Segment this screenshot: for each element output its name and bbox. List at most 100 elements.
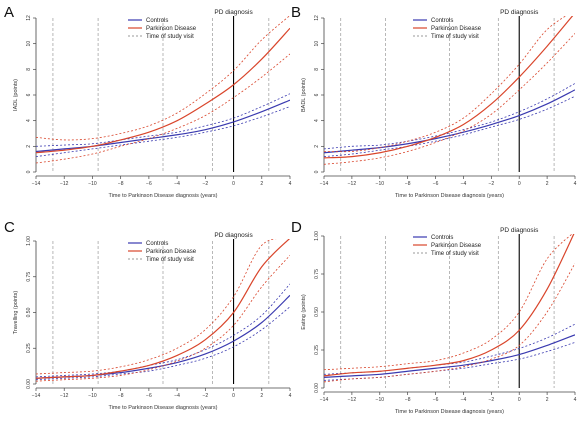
y-tick-label: 4 — [314, 119, 320, 122]
ci-upper-pd — [324, 16, 567, 153]
ci-upper-pd — [36, 16, 290, 141]
x-tick-label: −8 — [118, 393, 124, 399]
x-tick-label: −14 — [320, 397, 329, 403]
y-tick-label: 0.25 — [314, 345, 320, 355]
legend-label-visit: Time of study visit — [146, 34, 194, 40]
panel-c: C 0.00 0.25 0.50 0.75 1.00 −14 −12 −10 −8 −6 −4 −2 0 2… — [4, 219, 292, 411]
x-tick-label: −10 — [88, 181, 97, 187]
x-tick-label: −4 — [174, 393, 180, 399]
series-line-controls — [36, 99, 290, 153]
x-tick-label: −8 — [405, 181, 411, 187]
panel-b: B 0 2 4 6 8 10 12 −14 −12 −10 −8 −6 −4 −2 0 2 4 Time to Pa… — [291, 4, 577, 199]
y-tick-label: 6 — [26, 93, 32, 96]
y-tick-label: 0 — [314, 170, 320, 173]
ci-lower-controls — [324, 342, 575, 381]
x-tick-label: −14 — [32, 393, 41, 399]
series-line-controls — [324, 89, 575, 154]
x-tick-label: −6 — [146, 393, 152, 399]
y-tick-label: 10 — [314, 41, 320, 47]
legend-label-pd: Parkinson Disease — [431, 243, 482, 249]
x-tick-label: 4 — [574, 397, 577, 403]
y-tick-label: 8 — [314, 68, 320, 71]
x-tick-label: −12 — [60, 181, 69, 187]
series-line-pd — [324, 16, 574, 159]
ci-lower-pd — [324, 263, 575, 383]
y-tick-label: 0.00 — [314, 383, 320, 393]
x-tick-label: 2 — [260, 181, 263, 187]
x-tick-label: −14 — [32, 181, 41, 187]
panel-letter: D — [291, 219, 302, 236]
x-tick-label: −10 — [376, 397, 385, 403]
x-tick-label: 0 — [232, 181, 235, 187]
series-group — [36, 239, 290, 382]
ci-lower-controls — [36, 106, 290, 157]
y-axis-label: Travelling (points) — [13, 291, 19, 335]
y-tick-label: 1.00 — [314, 231, 320, 241]
ci-upper-pd — [36, 239, 277, 375]
series-group — [36, 16, 290, 164]
x-tick-label: −12 — [60, 393, 69, 399]
ci-upper-controls — [324, 83, 575, 150]
y-tick-label: 2 — [314, 145, 320, 148]
panel-letter: B — [291, 4, 301, 21]
y-tick-label: 12 — [26, 15, 32, 21]
x-tick-label: −10 — [88, 393, 97, 399]
ci-lower-pd — [324, 33, 575, 165]
legend-label-controls: Controls — [146, 241, 168, 247]
ci-lower-pd — [36, 255, 290, 382]
y-tick-label: 10 — [26, 41, 32, 47]
legend-label-visit: Time of study visit — [431, 34, 479, 40]
series-line-pd — [324, 234, 575, 377]
pd-diagnosis-label: PD diagnosis — [214, 232, 253, 239]
x-axis-label: Time to Parkinson Disease diagnosis (yea… — [395, 193, 504, 199]
panel-letter: C — [4, 219, 15, 236]
x-tick-label: −12 — [348, 397, 357, 403]
legend-label-controls: Controls — [431, 235, 453, 241]
legend: Controls Parkinson Disease Time of study v… — [128, 241, 197, 263]
series-line-controls — [324, 334, 575, 378]
series-group — [324, 16, 575, 165]
y-tick-label: 0.75 — [26, 272, 32, 282]
x-tick-label: 2 — [546, 397, 549, 403]
legend-label-pd: Parkinson Disease — [431, 26, 482, 32]
x-tick-label: −12 — [348, 181, 357, 187]
panel-a: A 0 2 4 6 8 10 12 −14 −12 −10 −8 −6 −4 −2 0 2 4 Time to Pa… — [4, 4, 292, 199]
legend-label-visit: Time of study visit — [146, 257, 194, 263]
x-tick-label: 2 — [260, 393, 263, 399]
x-tick-label: 0 — [518, 397, 521, 403]
x-tick-label: 0 — [518, 181, 521, 187]
pd-diagnosis-label: PD diagnosis — [500, 9, 539, 16]
y-tick-label: 2 — [26, 145, 32, 148]
panel-letter: A — [4, 4, 14, 21]
x-axis-label: Time to Parkinson Disease diagnosis (yea… — [109, 405, 218, 411]
legend-label-visit: Time of study visit — [431, 251, 479, 257]
ci-upper-controls — [36, 283, 290, 378]
legend-label-pd: Parkinson Disease — [146, 249, 197, 255]
y-tick-label: 0.00 — [26, 379, 32, 389]
x-axis-label: Time to Parkinson Disease diagnosis (yea… — [395, 409, 504, 415]
x-tick-label: −4 — [174, 181, 180, 187]
y-tick-label: 1.00 — [26, 236, 32, 246]
y-tick-label: 0.75 — [314, 269, 320, 279]
legend-label-controls: Controls — [431, 18, 453, 24]
x-tick-label: −8 — [118, 181, 124, 187]
series-line-pd — [36, 27, 290, 154]
y-tick-label: 0 — [26, 170, 32, 173]
legend: Controls Parkinson Disease Time of study v… — [413, 235, 482, 257]
pd-diagnosis-label: PD diagnosis — [214, 9, 253, 16]
x-tick-label: −4 — [461, 397, 467, 403]
y-tick-label: 0.50 — [314, 307, 320, 317]
x-tick-label: −4 — [461, 181, 467, 187]
series-line-pd — [36, 239, 290, 379]
x-tick-label: −6 — [146, 181, 152, 187]
y-tick-label: 4 — [26, 119, 32, 122]
pd-diagnosis-label: PD diagnosis — [500, 227, 539, 234]
y-tick-label: 6 — [314, 93, 320, 96]
x-tick-label: −2 — [488, 181, 494, 187]
x-tick-label: −6 — [433, 181, 439, 187]
x-tick-label: 4 — [574, 181, 577, 187]
legend-label-pd: Parkinson Disease — [146, 26, 197, 32]
x-tick-label: −2 — [488, 397, 494, 403]
x-tick-label: −8 — [405, 397, 411, 403]
